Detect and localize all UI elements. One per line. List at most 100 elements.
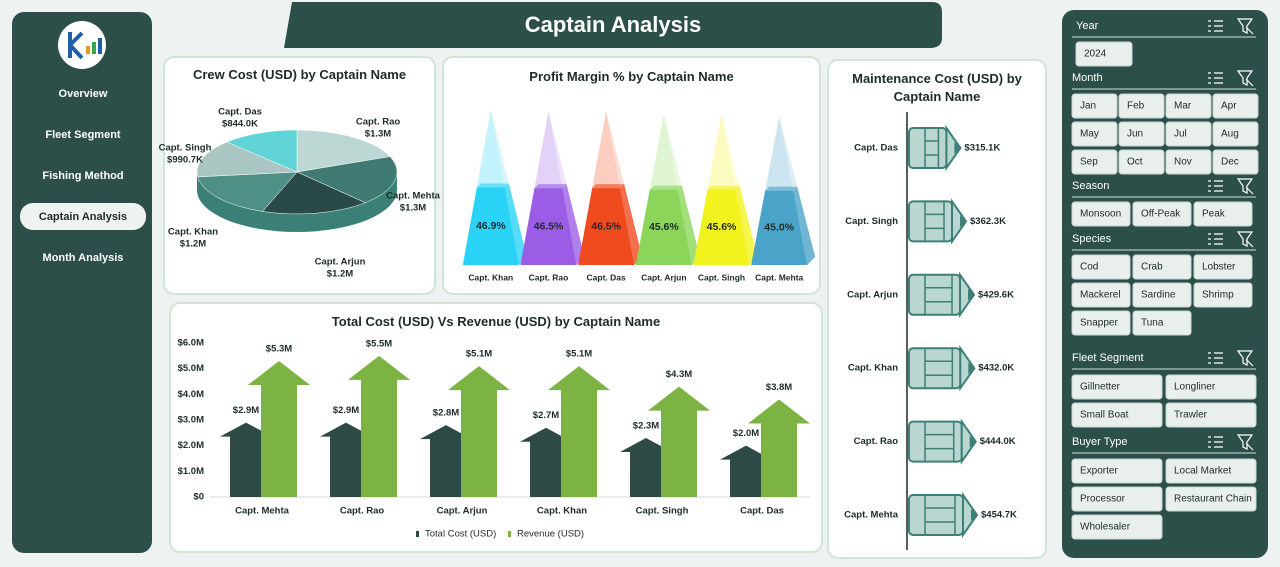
slicer-button[interactable] [1165,93,1212,119]
slicer-button[interactable] [1132,310,1192,336]
pyramid-solid-side [504,183,527,265]
slicer-button[interactable] [1193,282,1253,308]
slicer-item[interactable]: Sardine [1141,290,1176,301]
slicer-button[interactable] [1193,254,1253,280]
pie-slice [296,156,398,203]
slicer-item[interactable]: Gillnetter [1080,382,1121,393]
slicer-item[interactable]: Wholesaler [1080,522,1131,533]
slicer-item[interactable]: Shrimp [1202,290,1234,301]
slicer-button[interactable] [1212,121,1259,147]
x-tick-label: Capt. Singh [636,506,689,517]
slicer-item[interactable]: Aug [1221,129,1239,140]
slicer-button[interactable] [1165,374,1257,400]
slicer-item[interactable]: Cod [1080,262,1098,273]
slicer-item[interactable]: Lobster [1202,262,1236,273]
clear-filter-icon[interactable] [1236,231,1254,248]
data-label: 46.5% [534,220,564,232]
slicer-item[interactable]: Peak [1202,209,1226,220]
slicer-button[interactable] [1118,121,1165,147]
x-tick-label: Capt. Khan [468,272,513,282]
slicer-button[interactable] [1071,402,1163,428]
y-tick-label: $1.0M [178,466,204,477]
chart-title: Profit Margin % by Captain Name [529,69,734,84]
slicer-item[interactable]: Mar [1174,101,1192,112]
slicer-button[interactable] [1071,282,1131,308]
multi-select-icon[interactable] [1208,436,1223,448]
slicer-button[interactable] [1165,486,1257,512]
slicer-button[interactable] [1165,402,1257,428]
multi-select-icon[interactable] [1208,233,1223,245]
nav-item[interactable]: Fishing Method [42,170,123,182]
slicer-item[interactable]: Jul [1174,129,1187,140]
multi-select-icon[interactable] [1208,180,1223,192]
slicer-button[interactable] [1132,254,1192,280]
clear-filter-icon[interactable] [1236,434,1254,451]
slicer-button[interactable] [1118,93,1165,119]
slicer-item[interactable]: Longliner [1174,382,1216,393]
slicer-item[interactable]: Snapper [1080,318,1118,329]
data-label: 46.5% [591,220,621,232]
slicer-button[interactable] [1212,149,1259,175]
slicer-button[interactable] [1165,458,1257,484]
multi-select-icon[interactable] [1208,72,1223,84]
slicer-item[interactable]: Jun [1127,129,1143,140]
slicer-item[interactable]: Local Market [1174,466,1231,477]
slicer-button[interactable] [1071,458,1163,484]
clear-filter-icon[interactable] [1236,178,1254,195]
arrow-bar [420,425,472,497]
slicer-button[interactable] [1193,201,1253,227]
slicer-button[interactable] [1071,486,1163,512]
slicer-button[interactable] [1071,201,1131,227]
clear-filter-icon[interactable] [1236,18,1254,35]
pyramid-solid [635,189,692,265]
slicer-item[interactable]: Crab [1141,262,1163,273]
slicer-button[interactable] [1071,121,1118,147]
slicer-button[interactable] [1165,121,1212,147]
slicer-button[interactable] [1071,93,1118,119]
slicer-button[interactable] [1212,93,1259,119]
slicer-button[interactable] [1118,149,1165,175]
slicer-item[interactable]: Monsoon [1080,209,1121,220]
y-tick-label: $6.0M [178,338,204,349]
nav-item[interactable]: Captain Analysis [39,211,127,223]
slicer-item[interactable]: 2024 [1084,49,1107,60]
pencil-tip [960,418,977,465]
slicer-item[interactable]: Processor [1080,494,1126,505]
arrow-bar [548,366,610,497]
slicer-button[interactable] [1071,254,1131,280]
slicer-item[interactable]: Feb [1127,101,1145,112]
clear-filter-icon[interactable] [1236,350,1254,367]
slicer-item[interactable]: Dec [1221,157,1239,168]
slicer-item[interactable]: Apr [1221,101,1237,112]
slicer-item[interactable]: Small Boat [1080,410,1129,421]
nav-item[interactable]: Overview [59,88,108,100]
slicer-item[interactable]: Off-Peak [1141,209,1181,220]
pie-slice [197,171,298,212]
data-label: $2.7M [533,410,559,421]
header-banner [284,2,942,48]
slicer-item[interactable]: May [1080,129,1099,140]
slicer-item[interactable]: Nov [1174,157,1192,168]
slicer-button[interactable] [1132,201,1192,227]
category-label: Capt. Arjun [315,257,366,268]
slicer-button[interactable] [1165,149,1212,175]
slicer-item[interactable]: Restaurant Chain [1174,494,1252,505]
slicer-item[interactable]: Trawler [1174,410,1208,421]
slicer-button[interactable] [1071,149,1118,175]
multi-select-icon[interactable] [1208,352,1223,364]
nav-item[interactable]: Month Analysis [43,252,124,264]
slicer-button[interactable] [1071,514,1163,540]
slicer-button[interactable] [1071,310,1131,336]
slicer-item[interactable]: Sep [1080,157,1098,168]
clear-filter-icon[interactable] [1236,70,1254,87]
slicer-item[interactable]: Jan [1080,101,1096,112]
slicer-item[interactable]: Oct [1127,157,1143,168]
slicer-item[interactable]: Exporter [1080,466,1118,477]
slicer-button[interactable] [1132,282,1192,308]
multi-select-icon[interactable] [1208,20,1223,32]
slicer-item[interactable]: Tuna [1141,318,1164,329]
slicer-button[interactable] [1075,41,1133,67]
slicer-button[interactable] [1071,374,1163,400]
nav-item[interactable]: Fleet Segment [45,129,121,141]
slicer-item[interactable]: Mackerel [1080,290,1121,301]
